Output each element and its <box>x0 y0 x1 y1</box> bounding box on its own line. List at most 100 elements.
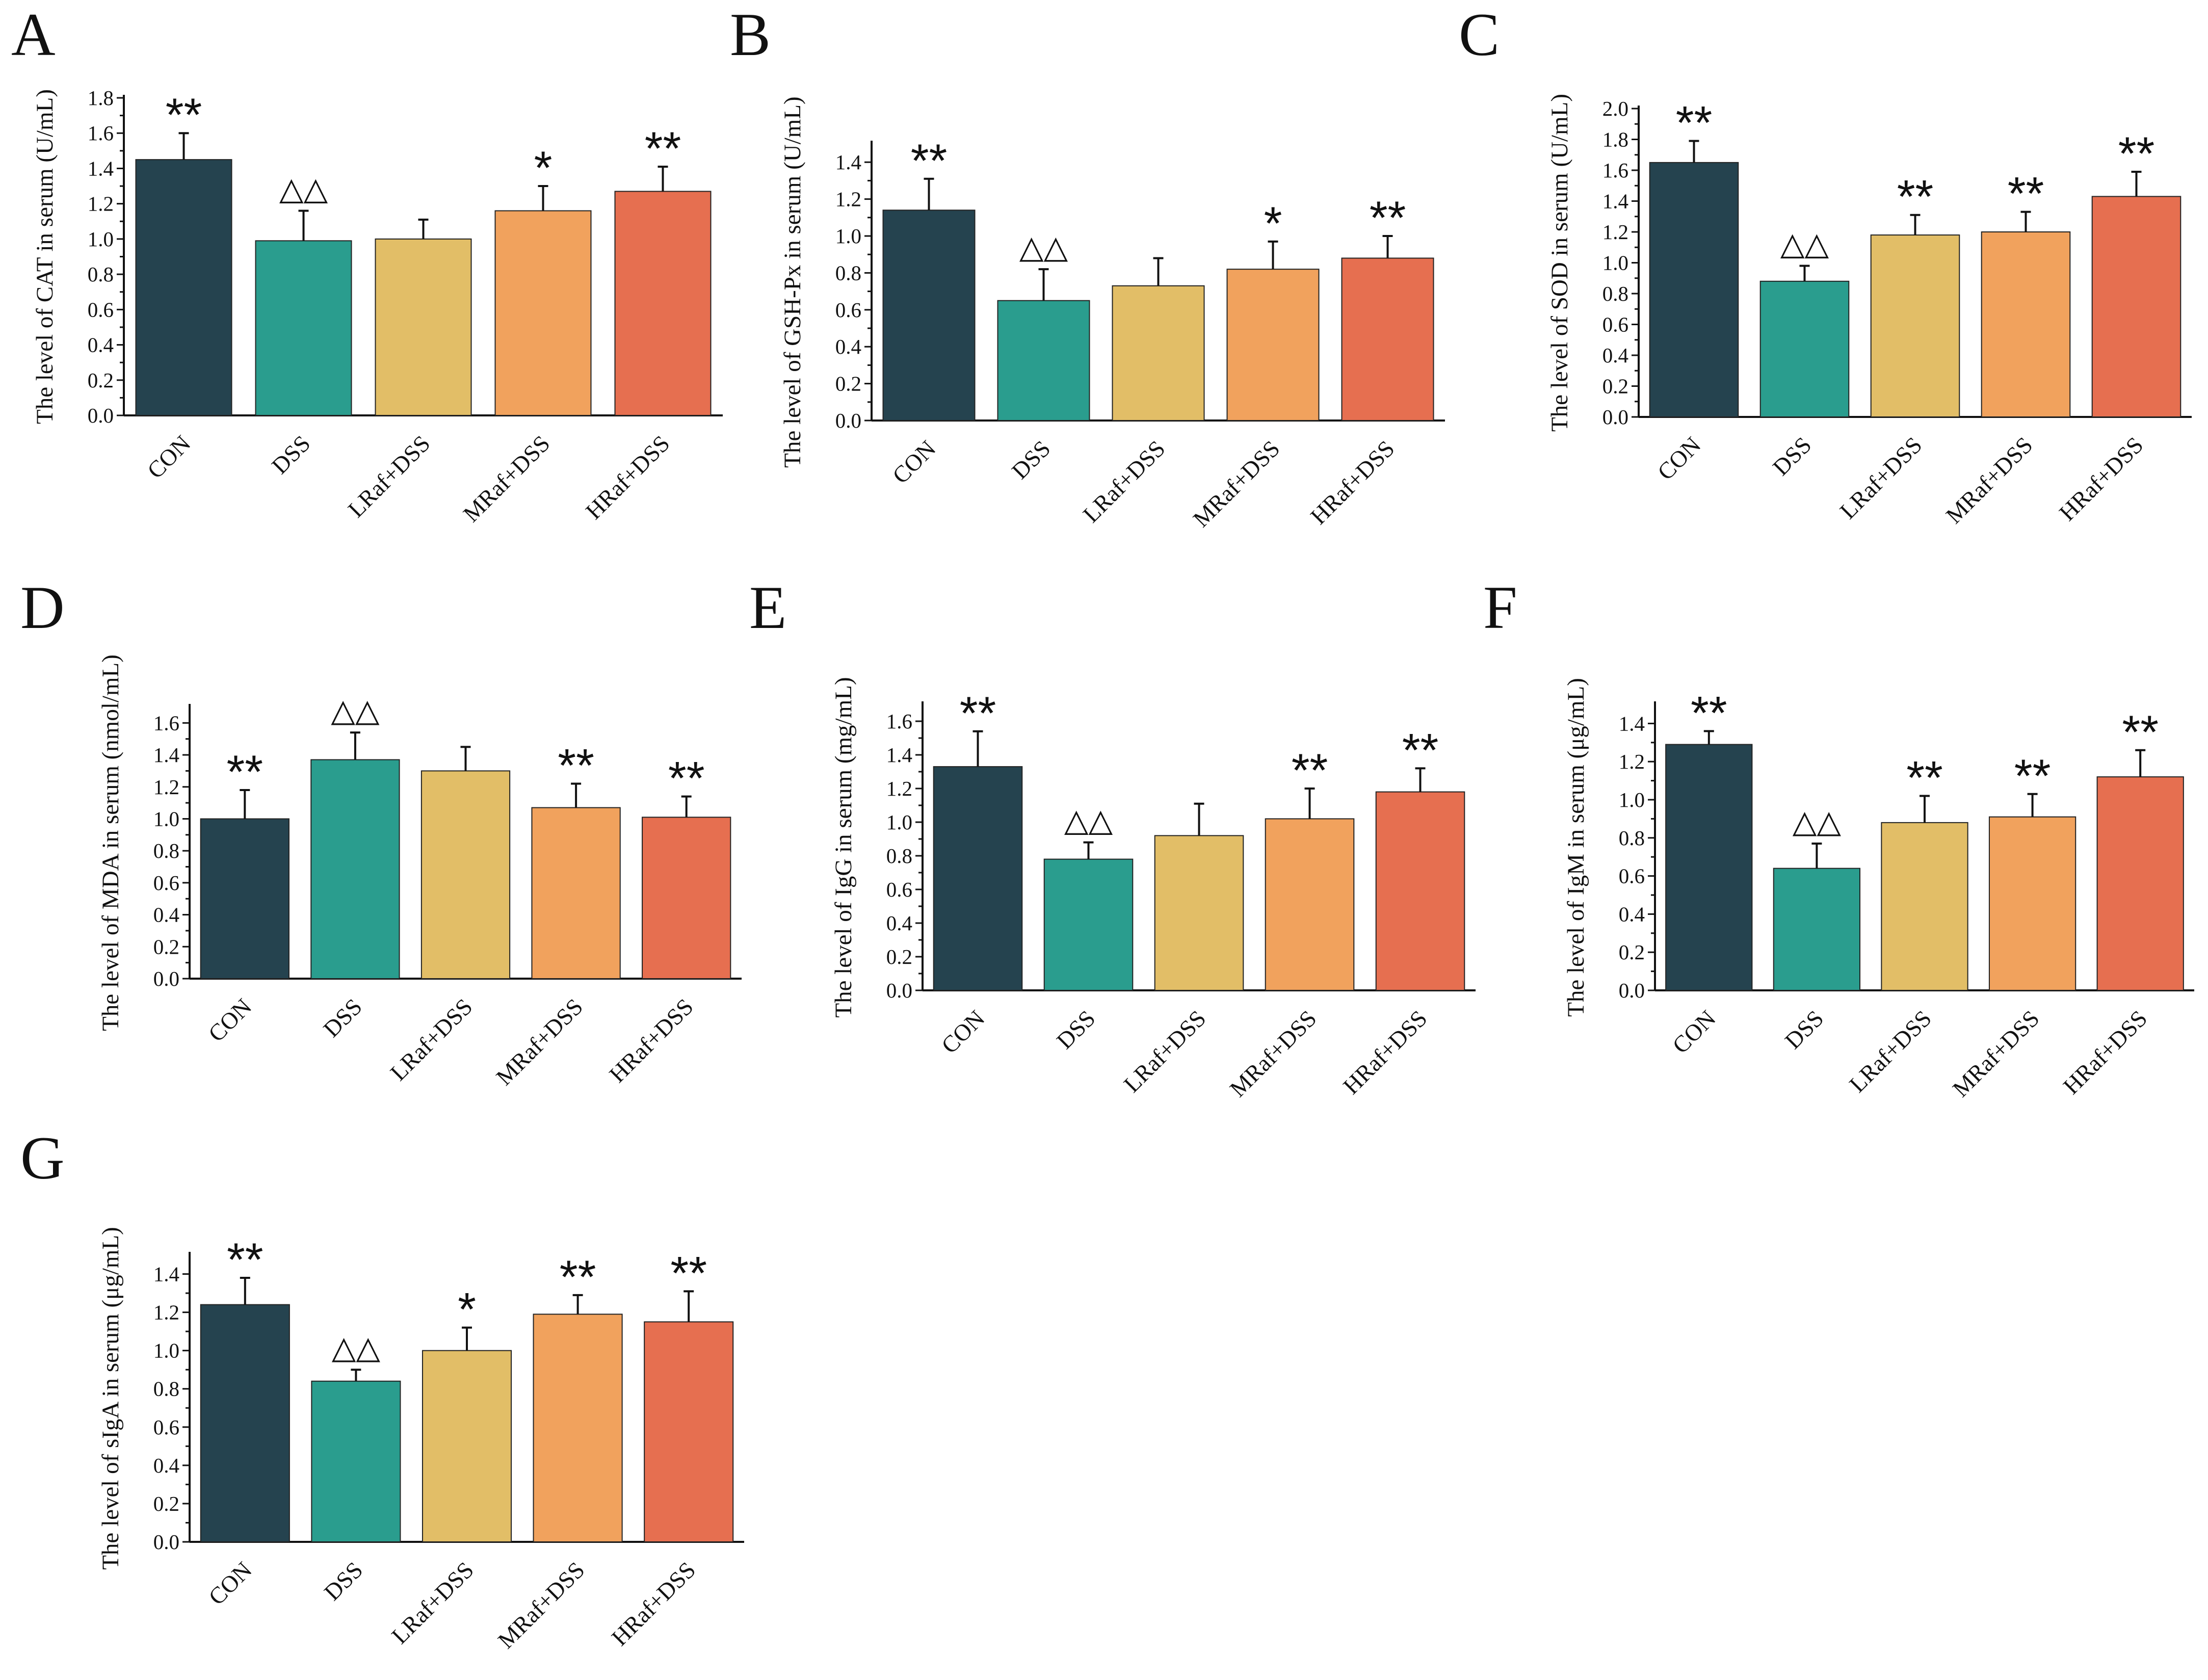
y-tick-label: 1.8 <box>1602 128 1628 151</box>
x-tick-label: LRaf+DSS <box>386 1557 479 1649</box>
bar-hraf-dss <box>2096 776 2184 991</box>
x-tick-label: LRaf+DSS <box>1078 435 1170 528</box>
significance-marker: △△ <box>331 692 380 729</box>
y-tick-label: 0.8 <box>153 1377 179 1401</box>
y-tick-label: 0.0 <box>1602 405 1628 429</box>
x-tick-label: LRaf+DSS <box>385 993 478 1086</box>
x-tick-label: CON <box>887 435 941 489</box>
x-tick-label: HRaf+DSS <box>1305 435 1400 530</box>
y-tick-label: 0.4 <box>835 335 861 358</box>
y-tick-label: 0.2 <box>153 1492 179 1515</box>
y-tick-label: 1.4 <box>835 150 861 174</box>
significance-marker: ** <box>1370 192 1406 244</box>
x-tick-label: LRaf+DSS <box>1119 1005 1211 1097</box>
chart-panel-g: G 0.0 0.2 0.4 0.6 0.8 1.0 1.2 1.4 The level of sI… <box>20 1124 744 1653</box>
significance-marker: ** <box>1897 171 1934 223</box>
bar-mraf-dss <box>494 210 592 416</box>
bar-dss <box>255 240 352 416</box>
y-tick-label: 0.6 <box>88 298 114 321</box>
y-axis-title: The level of GSH-Px in serum (U/mL) <box>779 96 806 467</box>
y-tick-label: 0.8 <box>88 262 114 286</box>
y-tick-label: 0.6 <box>153 871 179 895</box>
x-tick-label: DSS <box>1780 1005 1829 1054</box>
bar-hraf-dss <box>614 191 712 416</box>
bar-dss <box>310 759 400 980</box>
y-tick-label: 0.8 <box>1619 826 1645 850</box>
y-tick-label: 1.2 <box>153 775 179 799</box>
bar-lraf-dss <box>1881 822 1968 991</box>
significance-marker: ** <box>1292 745 1328 797</box>
y-tick-label: 0.6 <box>1619 864 1645 888</box>
bar-mraf-dss <box>1265 818 1355 991</box>
significance-marker: △△ <box>332 1329 381 1366</box>
x-tick-label: CON <box>203 993 257 1047</box>
panel-letter: B <box>730 1 771 68</box>
significance-marker: ** <box>2122 706 2159 758</box>
panel-letter: C <box>1459 1 1500 68</box>
x-tick-label: DSS <box>319 1557 368 1606</box>
y-tick-label: 0.6 <box>835 298 861 322</box>
significance-marker: △△ <box>1780 225 1829 262</box>
y-tick-label: 1.2 <box>1602 220 1628 244</box>
significance-marker: ** <box>226 746 263 798</box>
panel-letter: G <box>20 1124 65 1192</box>
y-tick-label: 1.6 <box>1602 159 1628 182</box>
significance-marker: ** <box>960 688 996 740</box>
y-tick-label: 1.0 <box>1619 788 1645 811</box>
y-tick-label: 1.0 <box>153 1339 179 1362</box>
x-tick-label: MRaf+DSS <box>1225 1005 1322 1102</box>
y-tick-label: 1.6 <box>153 711 179 734</box>
y-tick-label: 1.6 <box>88 121 114 145</box>
y-tick-label: 0.4 <box>153 903 179 927</box>
significance-marker: ** <box>668 753 705 805</box>
significance-marker: △△ <box>1064 802 1113 839</box>
x-tick-label: LRaf+DSS <box>1835 432 1927 524</box>
bar-lraf-dss <box>1870 234 1960 417</box>
x-tick-label: CON <box>936 1005 990 1059</box>
bar-hraf-dss <box>642 817 731 980</box>
y-tick-label: 1.2 <box>153 1301 179 1324</box>
bar-con <box>882 209 976 421</box>
bar-mraf-dss <box>531 807 621 980</box>
y-tick-label: 1.0 <box>88 227 114 251</box>
y-tick-label: 0.6 <box>886 878 912 901</box>
bar-con <box>135 159 232 416</box>
x-tick-label: DSS <box>267 430 316 479</box>
bar-con <box>200 1304 290 1542</box>
y-axis-title: The level of SOD in serum (U/mL) <box>1546 94 1573 432</box>
chart-panel-e: E 0.0 0.2 0.4 0.6 0.8 1.0 1.2 1.4 1.6 The level of… <box>749 573 1476 1102</box>
y-tick-label: 1.0 <box>835 224 861 248</box>
significance-marker: ** <box>558 740 594 792</box>
significance-marker: ** <box>1402 724 1439 776</box>
y-tick-label: 0.4 <box>88 333 114 357</box>
x-tick-label: DSS <box>1768 432 1817 481</box>
significance-marker: ** <box>1906 752 1943 804</box>
y-tick-label: 0.0 <box>88 404 114 427</box>
bar-hraf-dss <box>1341 257 1434 421</box>
y-axis-title: The level of CAT in serum (U/mL) <box>32 89 58 424</box>
x-tick-label: MRaf+DSS <box>1948 1005 2044 1102</box>
y-tick-label: 1.2 <box>835 188 861 211</box>
x-tick-label: HRaf+DSS <box>2054 432 2148 526</box>
bar-dss <box>1773 868 1861 991</box>
bar-con <box>933 766 1023 991</box>
significance-marker: ** <box>670 1247 707 1299</box>
bar-hraf-dss <box>2091 196 2181 417</box>
y-tick-label: 1.4 <box>1619 712 1645 735</box>
bar-dss <box>997 300 1090 422</box>
chart-panel-b: B 0.0 0.2 0.4 0.6 0.8 1.0 1.2 1.4 The level of GS… <box>730 1 1445 532</box>
x-tick-label: MRaf+DSS <box>1188 435 1285 532</box>
significance-marker: * <box>458 1284 476 1336</box>
y-axis-title: The level of MDA in serum (nmol/mL) <box>97 654 124 1031</box>
y-tick-label: 1.4 <box>88 156 114 180</box>
y-tick-label: 0.2 <box>835 372 861 396</box>
x-tick-label: CON <box>142 430 196 484</box>
y-tick-label: 1.4 <box>153 743 179 767</box>
y-tick-label: 1.4 <box>153 1263 179 1286</box>
x-tick-label: HRaf+DSS <box>2058 1005 2152 1099</box>
y-tick-label: 2.0 <box>1602 97 1628 120</box>
x-tick-label: LRaf+DSS <box>343 430 435 522</box>
significance-marker: ** <box>911 135 948 187</box>
y-axis-title: The level of sIgA in serum (μg/mL) <box>97 1227 124 1570</box>
